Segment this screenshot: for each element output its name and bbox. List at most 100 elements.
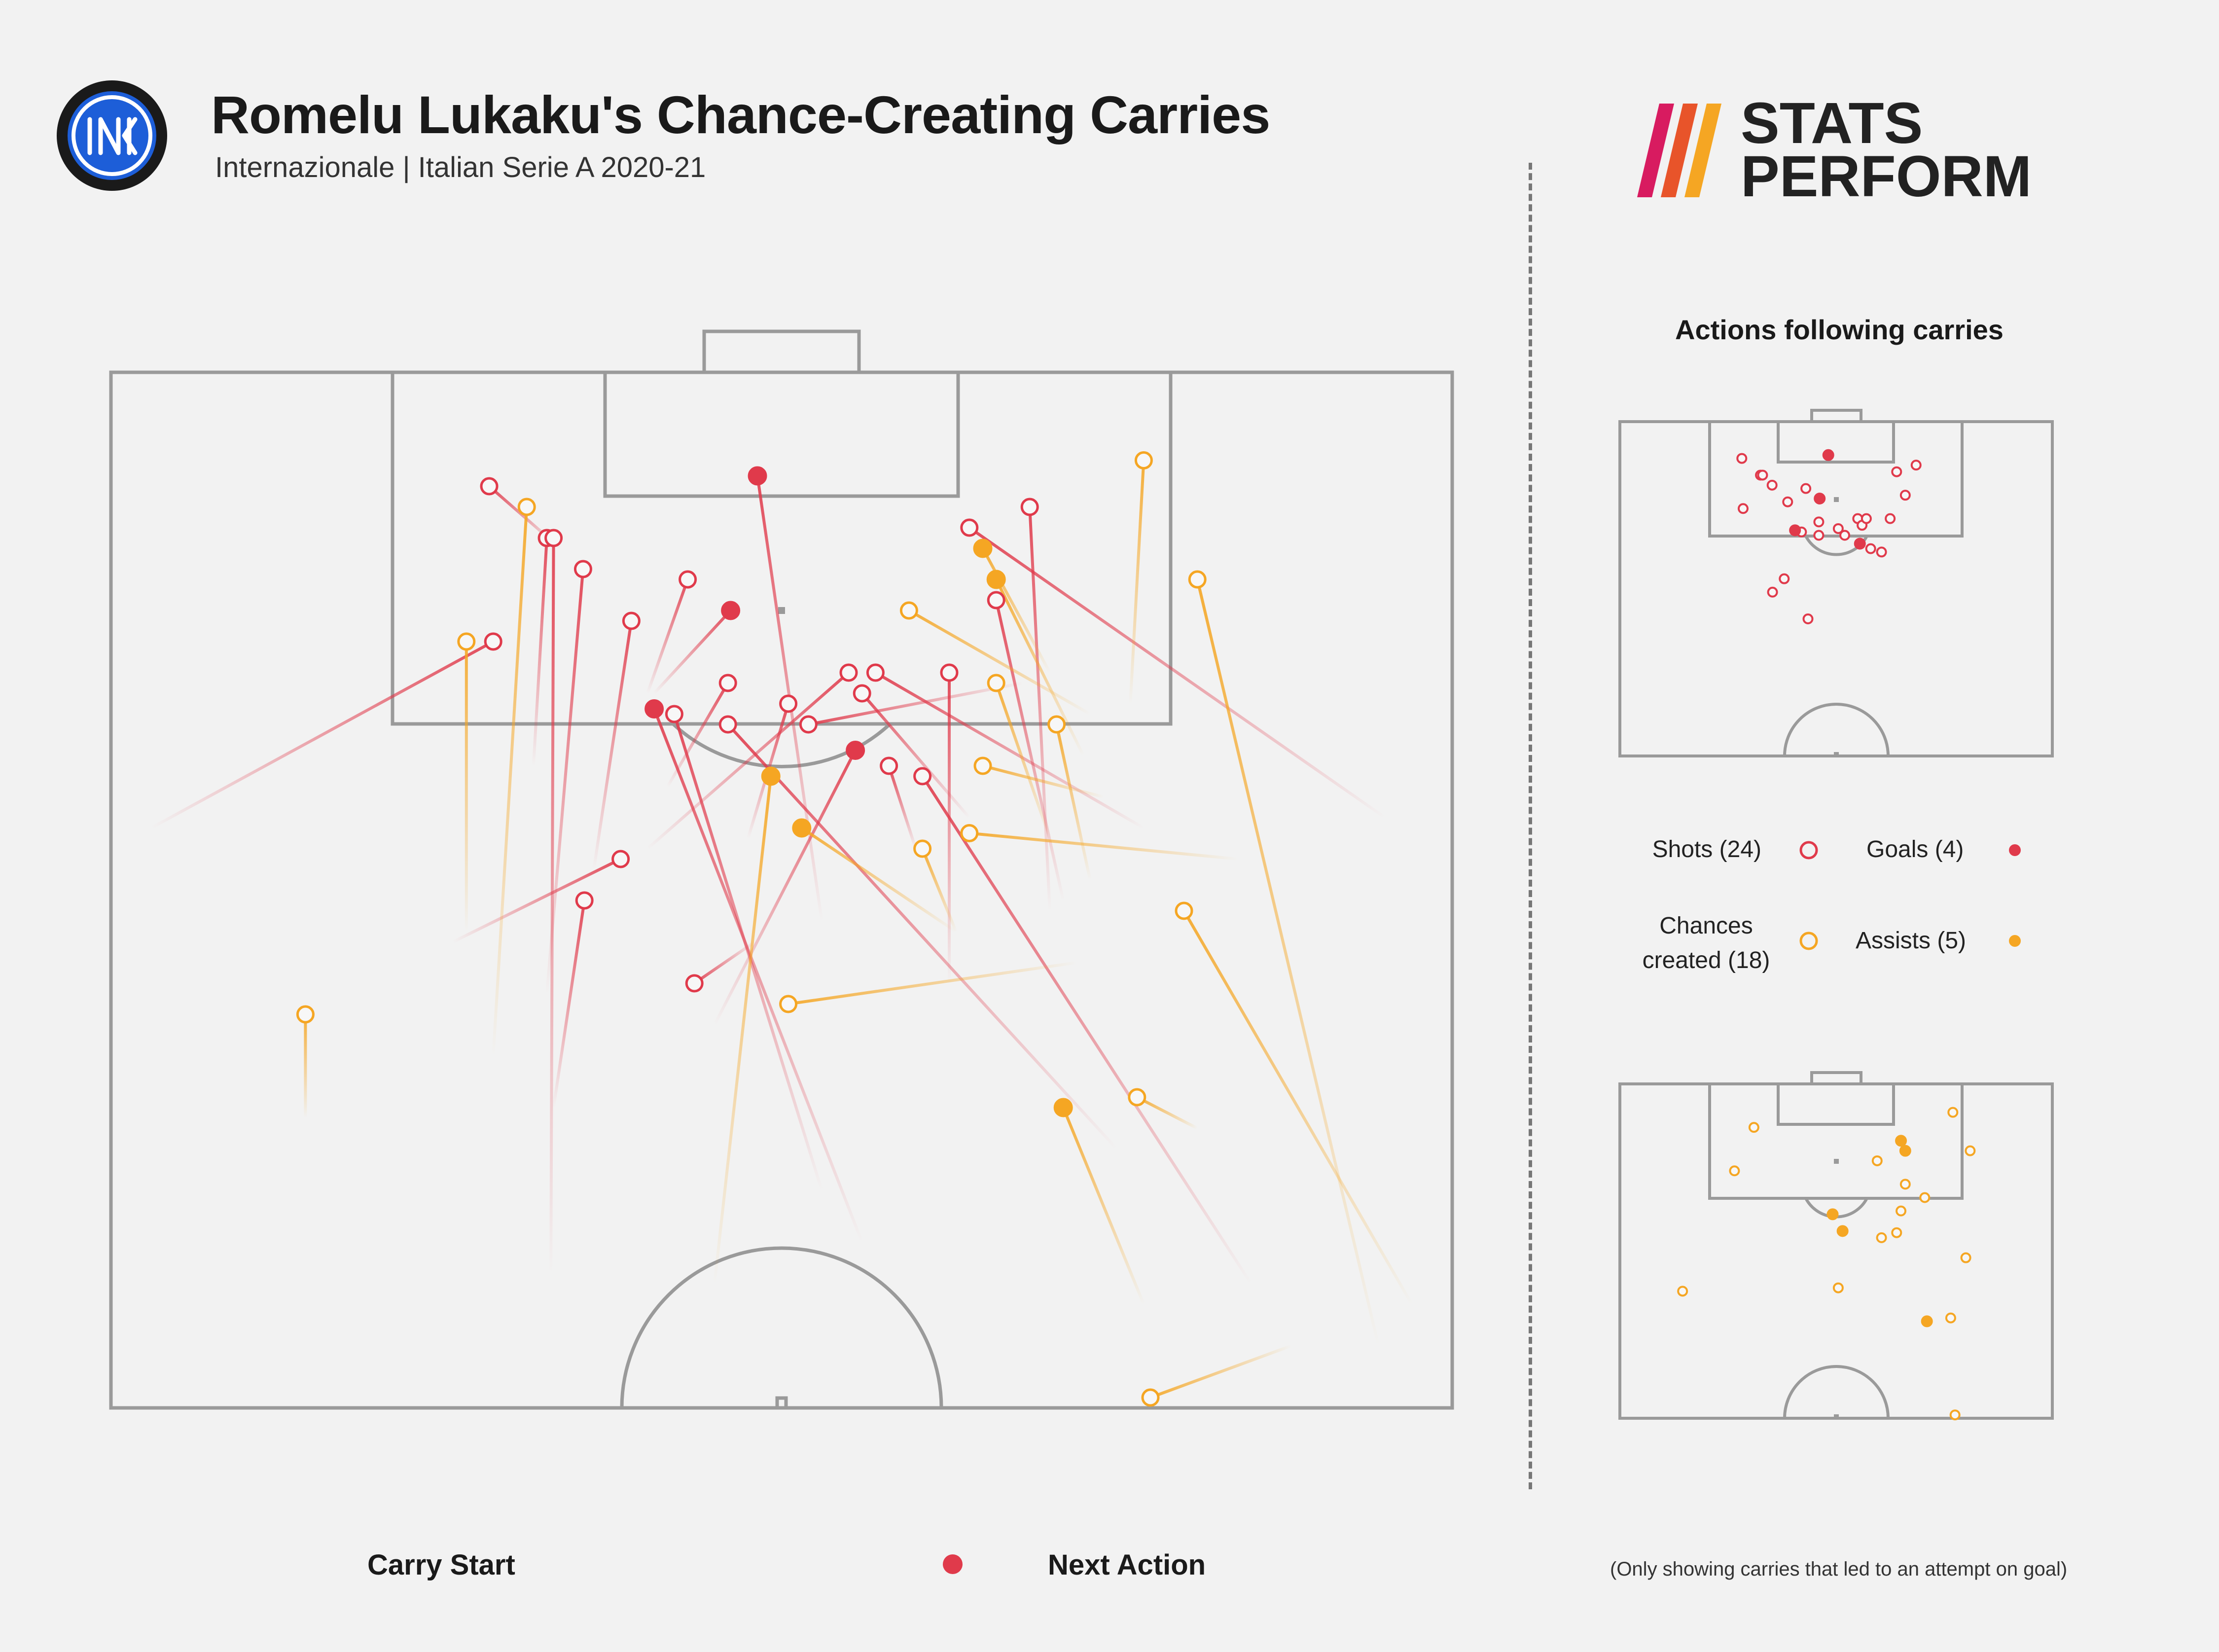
legend-shots-label: Shots (24) (1652, 836, 1761, 862)
carry-end-shot (913, 767, 932, 786)
carry-end-shot (679, 570, 697, 589)
mini-dot-shot (1737, 503, 1749, 514)
carry-end-shot (880, 756, 898, 775)
carry-line (982, 764, 1104, 798)
mini-pitch-chances (1618, 1071, 2054, 1420)
mini-dot-shot (1891, 466, 1902, 477)
carry-line (1196, 579, 1380, 1346)
carry-line (995, 578, 1085, 756)
legend-assist-marker (2009, 935, 2021, 947)
mini-dot-shot (1839, 530, 1851, 541)
carry-line (1055, 724, 1092, 880)
carry-line (1062, 1107, 1145, 1305)
mini-dot-chance (1965, 1145, 1976, 1156)
mini-dot-chance (1896, 1205, 1907, 1217)
mini-dot-shot (1865, 543, 1876, 554)
inter-crest-icon (55, 79, 169, 192)
page-title: Romelu Lukaku's Chance-Creating Carries (211, 85, 1270, 144)
carry-end-goal (644, 699, 664, 718)
carry-end-shot (622, 611, 641, 630)
mini-dot-shot (1736, 453, 1748, 464)
mini-dot-chance (1899, 1179, 1911, 1190)
mini-dot-shot (1813, 530, 1825, 541)
carry-line (995, 682, 1051, 839)
carry-line (995, 600, 1065, 901)
mini-dot-assist (1895, 1135, 1907, 1147)
carry-line (713, 776, 773, 1284)
carry-end-chance (1141, 1388, 1160, 1407)
carry-line (921, 775, 1253, 1285)
mini-dot-assist (1921, 1315, 1933, 1328)
legend-next-action-marker (943, 1554, 963, 1574)
mini-dot-shot (1757, 469, 1768, 481)
carry-line (1149, 1344, 1292, 1399)
legend-carry-start: Carry Start (367, 1549, 515, 1581)
carry-end-shot (960, 518, 979, 537)
carry-end-chance (457, 632, 476, 651)
mini-pitch-shots (1618, 409, 2054, 757)
carry-line (908, 609, 1091, 716)
legend-chance-marker (1799, 932, 1818, 950)
carry-end-shot (573, 560, 592, 578)
carry-end-goal (748, 466, 767, 486)
pitch-outline (109, 370, 1454, 1410)
carry-end-chance (913, 839, 932, 858)
carry-end-shot (987, 591, 1005, 610)
carry-end-shot (839, 663, 858, 682)
penalty-spot (778, 607, 785, 614)
carry-line (921, 848, 958, 933)
carry-end-shot (853, 684, 871, 703)
carry-direction-legend (616, 1554, 963, 1574)
carry-line (808, 682, 1024, 726)
carry-line (549, 538, 555, 1274)
carry-end-shot (940, 663, 959, 682)
main-pitch (109, 329, 1454, 1410)
carry-end-shot (544, 529, 563, 547)
mini-dot-assist (1826, 1208, 1839, 1221)
center-spot (775, 1396, 788, 1410)
legend-goal-marker (2009, 844, 2021, 856)
carry-end-chance (987, 674, 1005, 692)
mini-dot-shot (1766, 479, 1778, 491)
carry-line (801, 826, 957, 933)
carry-line (1129, 460, 1145, 704)
mini-dot-chance (1891, 1227, 1902, 1238)
carry-line (653, 609, 732, 695)
penalty-box (391, 370, 1173, 726)
mini-dot-assist (1899, 1145, 1911, 1157)
legend-goals-label: Goals (4) (1866, 836, 1964, 862)
section-divider (1529, 163, 1532, 1489)
carry-line (452, 858, 621, 943)
carry-line (788, 961, 1077, 1006)
legend-chances-label: Chances created (18) (1642, 913, 1770, 973)
mini-dot-shot (1910, 460, 1922, 471)
center-circle (620, 1246, 943, 1408)
carry-end-shot (718, 674, 737, 692)
mini-dot-chance (1677, 1286, 1688, 1297)
carry-line (968, 526, 1386, 819)
mini-dot-chance (1945, 1312, 1956, 1324)
carry-line (592, 620, 633, 870)
mini-dot-chance (1947, 1107, 1959, 1118)
carry-end-chance (973, 756, 992, 775)
footnote: (Only showing carries that led to an att… (1610, 1558, 2068, 1580)
mini-dot-chance (1876, 1232, 1887, 1243)
mini-dot-assist (1836, 1225, 1849, 1237)
carry-end-chance (1188, 570, 1207, 589)
mini-dot-shot (1885, 513, 1896, 524)
mini-dot-chance (1748, 1122, 1759, 1133)
carry-end-shot (575, 891, 594, 910)
mini-dot-shot (1782, 496, 1793, 507)
carry-line (887, 765, 917, 849)
legend-shot-marker (1799, 841, 1818, 860)
carry-end-shot (866, 663, 885, 682)
legend-next-action: Next Action (1048, 1549, 1206, 1581)
carry-end-chance (1175, 901, 1193, 920)
carry-end-assist (761, 766, 781, 786)
mini-dot-shot (1802, 613, 1814, 625)
mini-dot-goal (1854, 538, 1866, 550)
carry-line (150, 640, 494, 829)
mini-dot-goal (1822, 449, 1834, 461)
carry-end-shot (484, 632, 502, 651)
